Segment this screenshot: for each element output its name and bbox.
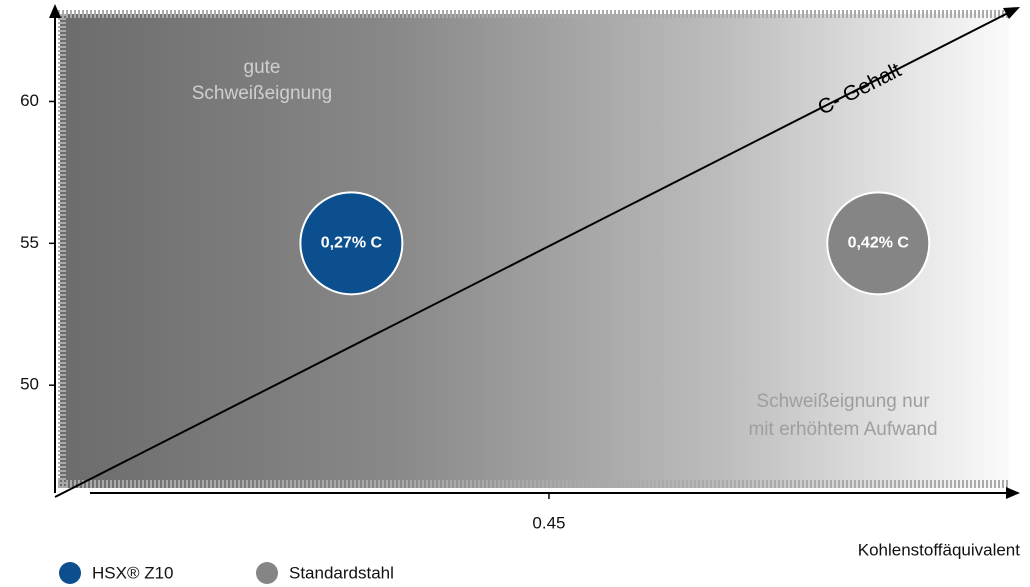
y-tick-label: 60 xyxy=(20,91,39,110)
legend-marker xyxy=(256,562,278,584)
x-axis-label: Kohlenstoffäquivalent xyxy=(858,540,1021,559)
legend-label: HSX® Z10 xyxy=(92,563,174,582)
data-label: 0,27% C xyxy=(321,235,383,252)
y-tick-label: 55 xyxy=(20,233,39,252)
point xyxy=(826,191,931,296)
trend-arrow xyxy=(1003,7,1020,19)
annotation: mit erhöhtem Aufwand xyxy=(748,419,937,440)
y-axis-arrow xyxy=(49,4,61,18)
x-axis-arrow xyxy=(1006,487,1020,499)
point xyxy=(299,191,404,296)
data-label: 0,42% C xyxy=(848,235,910,252)
y-tick-label: 50 xyxy=(20,375,39,394)
trend-line xyxy=(54,11,1011,498)
annotation: gute xyxy=(244,57,281,78)
annotation: Schweißeignung xyxy=(192,83,332,104)
legend-label: Standardstahl xyxy=(289,563,394,582)
legend-marker xyxy=(59,562,81,584)
x-tick-label: 0.45 xyxy=(532,513,565,532)
annotation: Schweißeignung nur xyxy=(756,391,930,412)
